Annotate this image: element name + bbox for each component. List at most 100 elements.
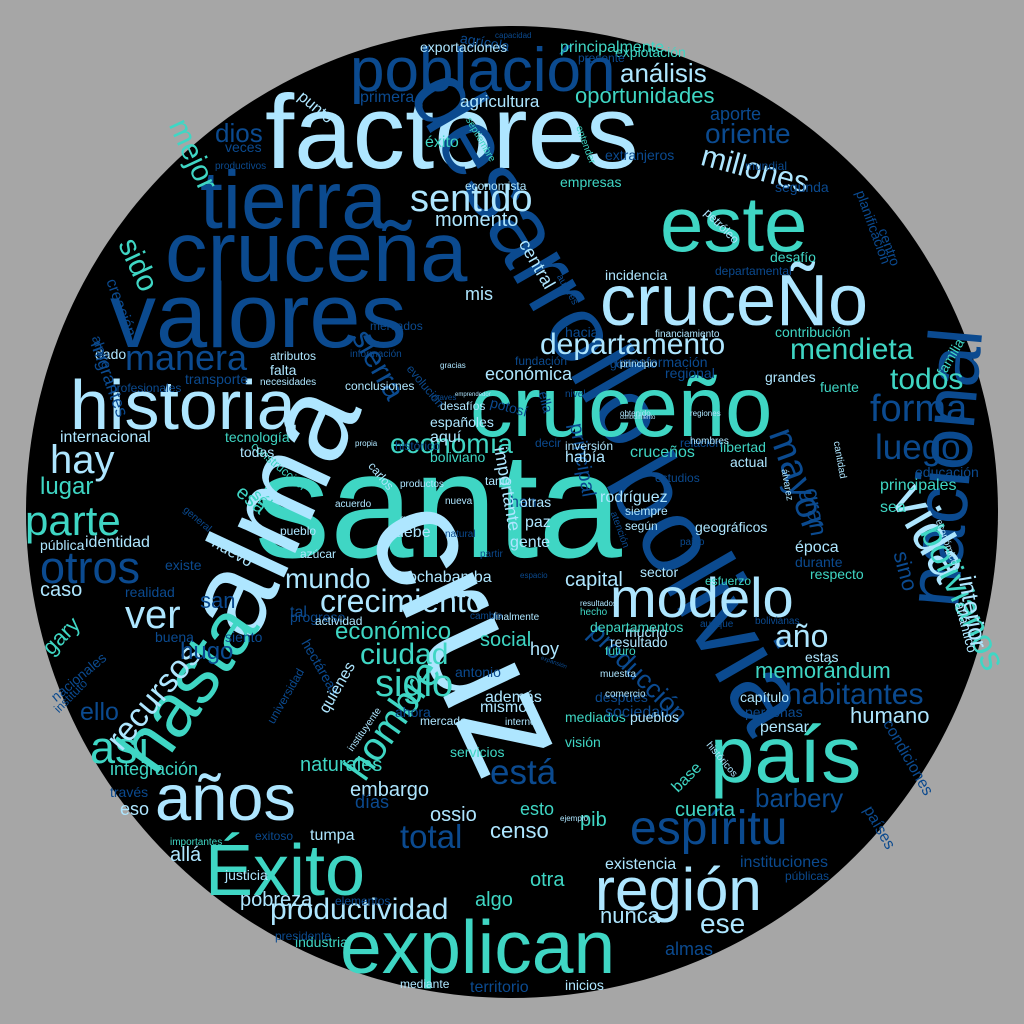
cloud-word: pública	[40, 537, 85, 553]
cloud-word: conocimiento	[620, 415, 656, 421]
cloud-word: dios	[215, 118, 263, 148]
cloud-word: época	[795, 539, 839, 556]
cloud-word: importantes	[170, 837, 223, 848]
cloud-word: productos	[400, 479, 444, 490]
cloud-word: pablo	[680, 537, 705, 548]
cloud-word: durante	[795, 554, 843, 570]
cloud-word: transformación	[615, 354, 708, 370]
cloud-word: naturales	[300, 754, 383, 776]
cloud-word: crecimiento	[320, 583, 484, 619]
cloud-word: exportaciones	[420, 39, 508, 55]
cloud-word: respecto	[810, 566, 864, 582]
cloud-word: algo	[475, 889, 513, 911]
cloud-word: progreso	[290, 609, 346, 625]
cloud-word: ello	[80, 698, 119, 726]
cloud-word: así	[90, 722, 151, 773]
cloud-word: caso	[40, 579, 83, 601]
cloud-word: luego	[875, 428, 961, 467]
cloud-word: san	[200, 588, 236, 613]
cloud-word: cambio	[470, 611, 503, 622]
cloud-word: bolivianas	[755, 616, 800, 627]
cloud-word: acuerdo	[335, 499, 372, 510]
cloud-word: otros	[40, 542, 141, 593]
cloud-word: cochabamba	[400, 569, 492, 586]
cloud-word: incidencia	[605, 267, 668, 283]
cloud-word: existencia	[605, 856, 677, 873]
cloud-word: análisis	[620, 58, 707, 88]
cloud-word: financiamiento	[655, 329, 720, 340]
cloud-word: regiones	[690, 409, 721, 418]
cloud-word: hacia	[565, 324, 599, 340]
cloud-word: empresas	[560, 174, 622, 190]
cloud-word: éxito	[425, 134, 459, 151]
cloud-word: social	[480, 629, 532, 651]
cloud-word: todas	[240, 444, 275, 460]
cloud-word: mucho	[625, 624, 668, 640]
cloud-word: chaves	[431, 393, 457, 402]
cloud-word: historia	[70, 366, 296, 444]
cloud-word: esto	[520, 799, 555, 819]
cloud-word: futuro	[605, 644, 636, 658]
cloud-word: transporte	[185, 371, 249, 387]
cloud-word: industria	[295, 934, 348, 950]
cloud-word: tanto	[485, 474, 512, 488]
cloud-word: capítulo	[740, 689, 790, 705]
cloud-word: habitantes	[785, 678, 924, 711]
cloud-word: rodríguez	[600, 489, 668, 506]
cloud-word: según	[625, 519, 658, 533]
cloud-word: mismo	[480, 699, 528, 716]
cloud-word: principalmente	[560, 39, 665, 56]
cloud-word: tal	[290, 604, 307, 621]
cloud-word: presidente	[275, 929, 332, 943]
cloud-word: total	[400, 818, 463, 855]
cloud-word: departamental	[715, 264, 792, 278]
cloud-word: sector	[640, 564, 679, 580]
cloud-word: ciudad	[360, 638, 449, 671]
cloud-word: realidad	[125, 584, 175, 600]
cloud-word: año	[775, 618, 829, 654]
cloud-word: había	[565, 449, 606, 466]
cloud-word: manera	[125, 337, 248, 378]
cloud-word: forma	[870, 388, 968, 430]
cloud-word: oportunidades	[575, 83, 715, 108]
cloud-word: explican	[340, 905, 616, 989]
cloud-word: ossio	[430, 804, 477, 826]
cloud-word: productividad	[270, 893, 449, 926]
cloud-word: lugar	[40, 473, 94, 500]
cloud-word: paz	[525, 514, 551, 531]
cloud-word: todos	[890, 363, 964, 396]
cloud-word: cruceños	[630, 444, 695, 461]
cloud-word: después	[595, 689, 648, 705]
cloud-word: azúcar	[300, 547, 337, 561]
cloud-word: histórico	[395, 439, 440, 453]
cloud-word: región	[595, 856, 762, 923]
cloud-word: humano	[850, 703, 930, 728]
cloud-word: relación	[680, 436, 723, 450]
cloud-word: tecnología	[225, 429, 290, 445]
cloud-word: está	[490, 753, 557, 792]
cloud-word: pobreza	[240, 889, 313, 911]
cloud-word: falta	[270, 362, 297, 378]
cloud-word: buena	[155, 629, 194, 645]
cloud-word: país	[710, 710, 862, 799]
cloud-word: mediados	[565, 709, 626, 725]
cloud-word: nueva	[445, 496, 473, 507]
cloud-word: segunda	[775, 179, 829, 195]
cloud-word: allá	[170, 844, 202, 866]
cloud-word: sea	[880, 499, 906, 516]
circle-mask-background	[26, 26, 998, 998]
cloud-word: mercado	[420, 714, 467, 728]
cloud-word: aquí	[430, 429, 462, 446]
cloud-word: hecho	[580, 607, 608, 618]
cloud-word: actividad	[315, 614, 363, 628]
cloud-word: pueblo	[280, 524, 317, 538]
cloud-word: siglo	[375, 663, 454, 705]
cloud-word: hombres	[690, 436, 729, 447]
cloud-word: capital	[565, 569, 623, 591]
cloud-word: extranjeros	[605, 147, 675, 163]
cloud-word: growth	[400, 514, 431, 525]
cloud-word: días	[355, 792, 390, 812]
cloud-word: modelo	[610, 566, 794, 629]
cloud-word: partir	[480, 549, 503, 560]
